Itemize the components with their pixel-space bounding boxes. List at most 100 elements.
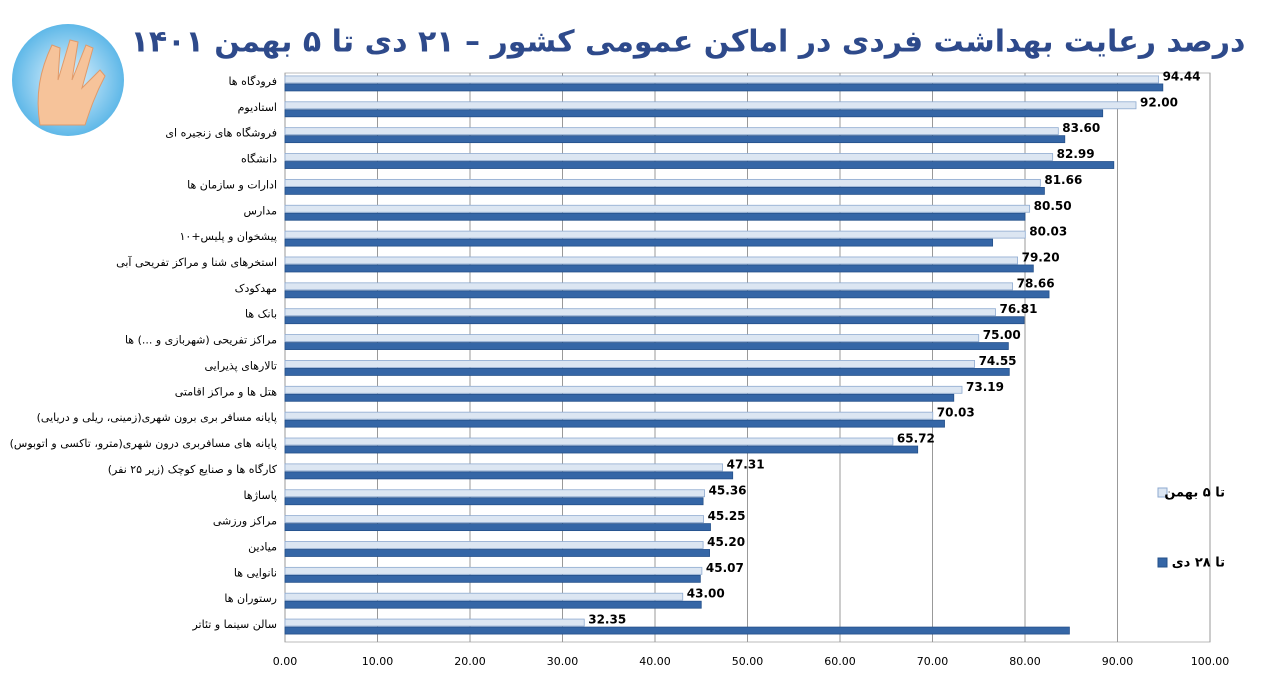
value-label: 70.03 bbox=[937, 406, 975, 420]
bar bbox=[284, 334, 980, 342]
x-tick-label: 100.00 bbox=[1191, 655, 1230, 668]
value-label: 75.00 bbox=[983, 328, 1021, 342]
category-label: کارگاه ها و صنایع کوچک (زیر ۲۵ نفر) bbox=[108, 463, 278, 476]
category-label: میادین bbox=[248, 540, 277, 553]
category-label: نانوایی ها bbox=[234, 566, 277, 579]
bar bbox=[284, 101, 1137, 110]
category-label: مراکز تفریحی (شهربازی و ...) ها bbox=[125, 334, 277, 347]
bar bbox=[284, 230, 1026, 239]
value-label: 73.19 bbox=[966, 380, 1004, 394]
category-label: سالن سینما و تئاتر bbox=[191, 618, 277, 631]
value-label: 83.60 bbox=[1062, 121, 1100, 135]
category-label: پیشخوان و پلیس+۱۰ bbox=[179, 230, 277, 243]
bar bbox=[284, 282, 1014, 291]
category-label: مراکز ورزشی bbox=[213, 515, 277, 528]
value-label: 81.66 bbox=[1044, 173, 1082, 187]
value-label: 78.66 bbox=[1017, 276, 1055, 290]
category-label: بانک ها bbox=[245, 308, 277, 321]
x-tick-label: 0.00 bbox=[273, 655, 298, 668]
bar bbox=[284, 618, 585, 627]
category-label: مهدکودک bbox=[235, 282, 278, 295]
x-tick-label: 50.00 bbox=[732, 655, 764, 668]
bar bbox=[284, 342, 1009, 350]
bar bbox=[284, 83, 1164, 92]
value-label: 47.31 bbox=[727, 457, 765, 471]
bar bbox=[284, 411, 934, 420]
category-label: پایانه های مسافربری درون شهری(مترو، تاکس… bbox=[10, 437, 277, 450]
bar bbox=[284, 385, 963, 394]
bar bbox=[284, 541, 704, 549]
bar bbox=[284, 549, 710, 557]
bar bbox=[284, 290, 1050, 299]
category-label: رستوران ها bbox=[224, 592, 277, 605]
bar bbox=[284, 238, 994, 247]
bar bbox=[284, 566, 703, 575]
legend-swatch bbox=[1157, 487, 1168, 498]
x-tick-label: 20.00 bbox=[454, 655, 486, 668]
value-label: 92.00 bbox=[1140, 95, 1178, 109]
x-tick-label: 90.00 bbox=[1102, 655, 1134, 668]
value-label: 76.81 bbox=[999, 302, 1037, 316]
value-label: 65.72 bbox=[897, 432, 935, 446]
chart-title: درصد رعایت بهداشت فردی در اماکن عمومی کش… bbox=[131, 25, 1246, 60]
bar bbox=[284, 153, 1054, 161]
value-label: 94.44 bbox=[1163, 69, 1201, 83]
value-label: 32.35 bbox=[588, 613, 626, 627]
bar bbox=[284, 497, 704, 506]
bar bbox=[284, 135, 1066, 144]
value-label: 43.00 bbox=[687, 587, 725, 601]
value-label: 80.50 bbox=[1034, 199, 1072, 213]
bar bbox=[284, 419, 945, 428]
bar bbox=[284, 523, 711, 532]
category-label: هتل ها و مراکز اقامتی bbox=[175, 385, 277, 398]
bar bbox=[284, 393, 955, 402]
bar bbox=[284, 212, 1026, 221]
bar bbox=[284, 592, 684, 601]
value-label: 74.55 bbox=[979, 354, 1017, 368]
x-tick-label: 80.00 bbox=[1009, 655, 1041, 668]
value-label: 45.25 bbox=[708, 509, 746, 523]
x-tick-label: 70.00 bbox=[917, 655, 949, 668]
bar bbox=[284, 316, 1025, 325]
category-label: مدارس bbox=[244, 204, 278, 217]
hygiene-icon bbox=[12, 24, 124, 136]
bar bbox=[284, 75, 1159, 84]
value-label: 45.07 bbox=[706, 561, 744, 575]
bar bbox=[284, 186, 1045, 195]
category-label: فرودگاه ها bbox=[228, 75, 277, 88]
x-tick-label: 10.00 bbox=[362, 655, 394, 668]
category-label: استادیوم bbox=[238, 101, 277, 114]
legend-label: تا ۲۸ دی bbox=[1172, 556, 1225, 571]
legend-label: تا ۵ بهمن bbox=[1164, 486, 1225, 501]
bar bbox=[284, 264, 1034, 273]
category-label: ادارات و سازمان ها bbox=[187, 178, 277, 191]
bar bbox=[284, 256, 1018, 265]
category-label: پایانه مسافر بری برون شهری(زمینی، ریلی و… bbox=[37, 411, 277, 424]
bar bbox=[284, 600, 702, 609]
category-label: تالارهای پذیرایی bbox=[204, 359, 277, 372]
value-label: 82.99 bbox=[1057, 147, 1095, 161]
category-label: فروشگاه های زنجیره ای bbox=[165, 127, 277, 140]
bar bbox=[284, 127, 1059, 136]
bar bbox=[284, 368, 1010, 376]
value-label: 45.20 bbox=[707, 535, 745, 549]
bar bbox=[284, 109, 1104, 118]
x-tick-label: 60.00 bbox=[824, 655, 856, 668]
legend-swatch bbox=[1157, 557, 1168, 568]
value-label: 45.36 bbox=[709, 483, 747, 497]
x-tick-label: 40.00 bbox=[639, 655, 671, 668]
value-label: 79.20 bbox=[1022, 250, 1060, 264]
bar bbox=[284, 308, 996, 317]
bar bbox=[284, 178, 1041, 187]
bar bbox=[284, 360, 975, 368]
bar bbox=[284, 489, 705, 498]
bar bbox=[284, 204, 1031, 213]
bar bbox=[284, 515, 704, 524]
value-label: 80.03 bbox=[1029, 225, 1067, 239]
bar bbox=[284, 445, 919, 454]
category-label: استخرهای شنا و مراکز تفریحی آبی bbox=[116, 255, 277, 269]
category-label: دانشگاه bbox=[241, 153, 277, 166]
bar bbox=[284, 471, 734, 480]
category-label: پاساژها bbox=[244, 489, 277, 502]
